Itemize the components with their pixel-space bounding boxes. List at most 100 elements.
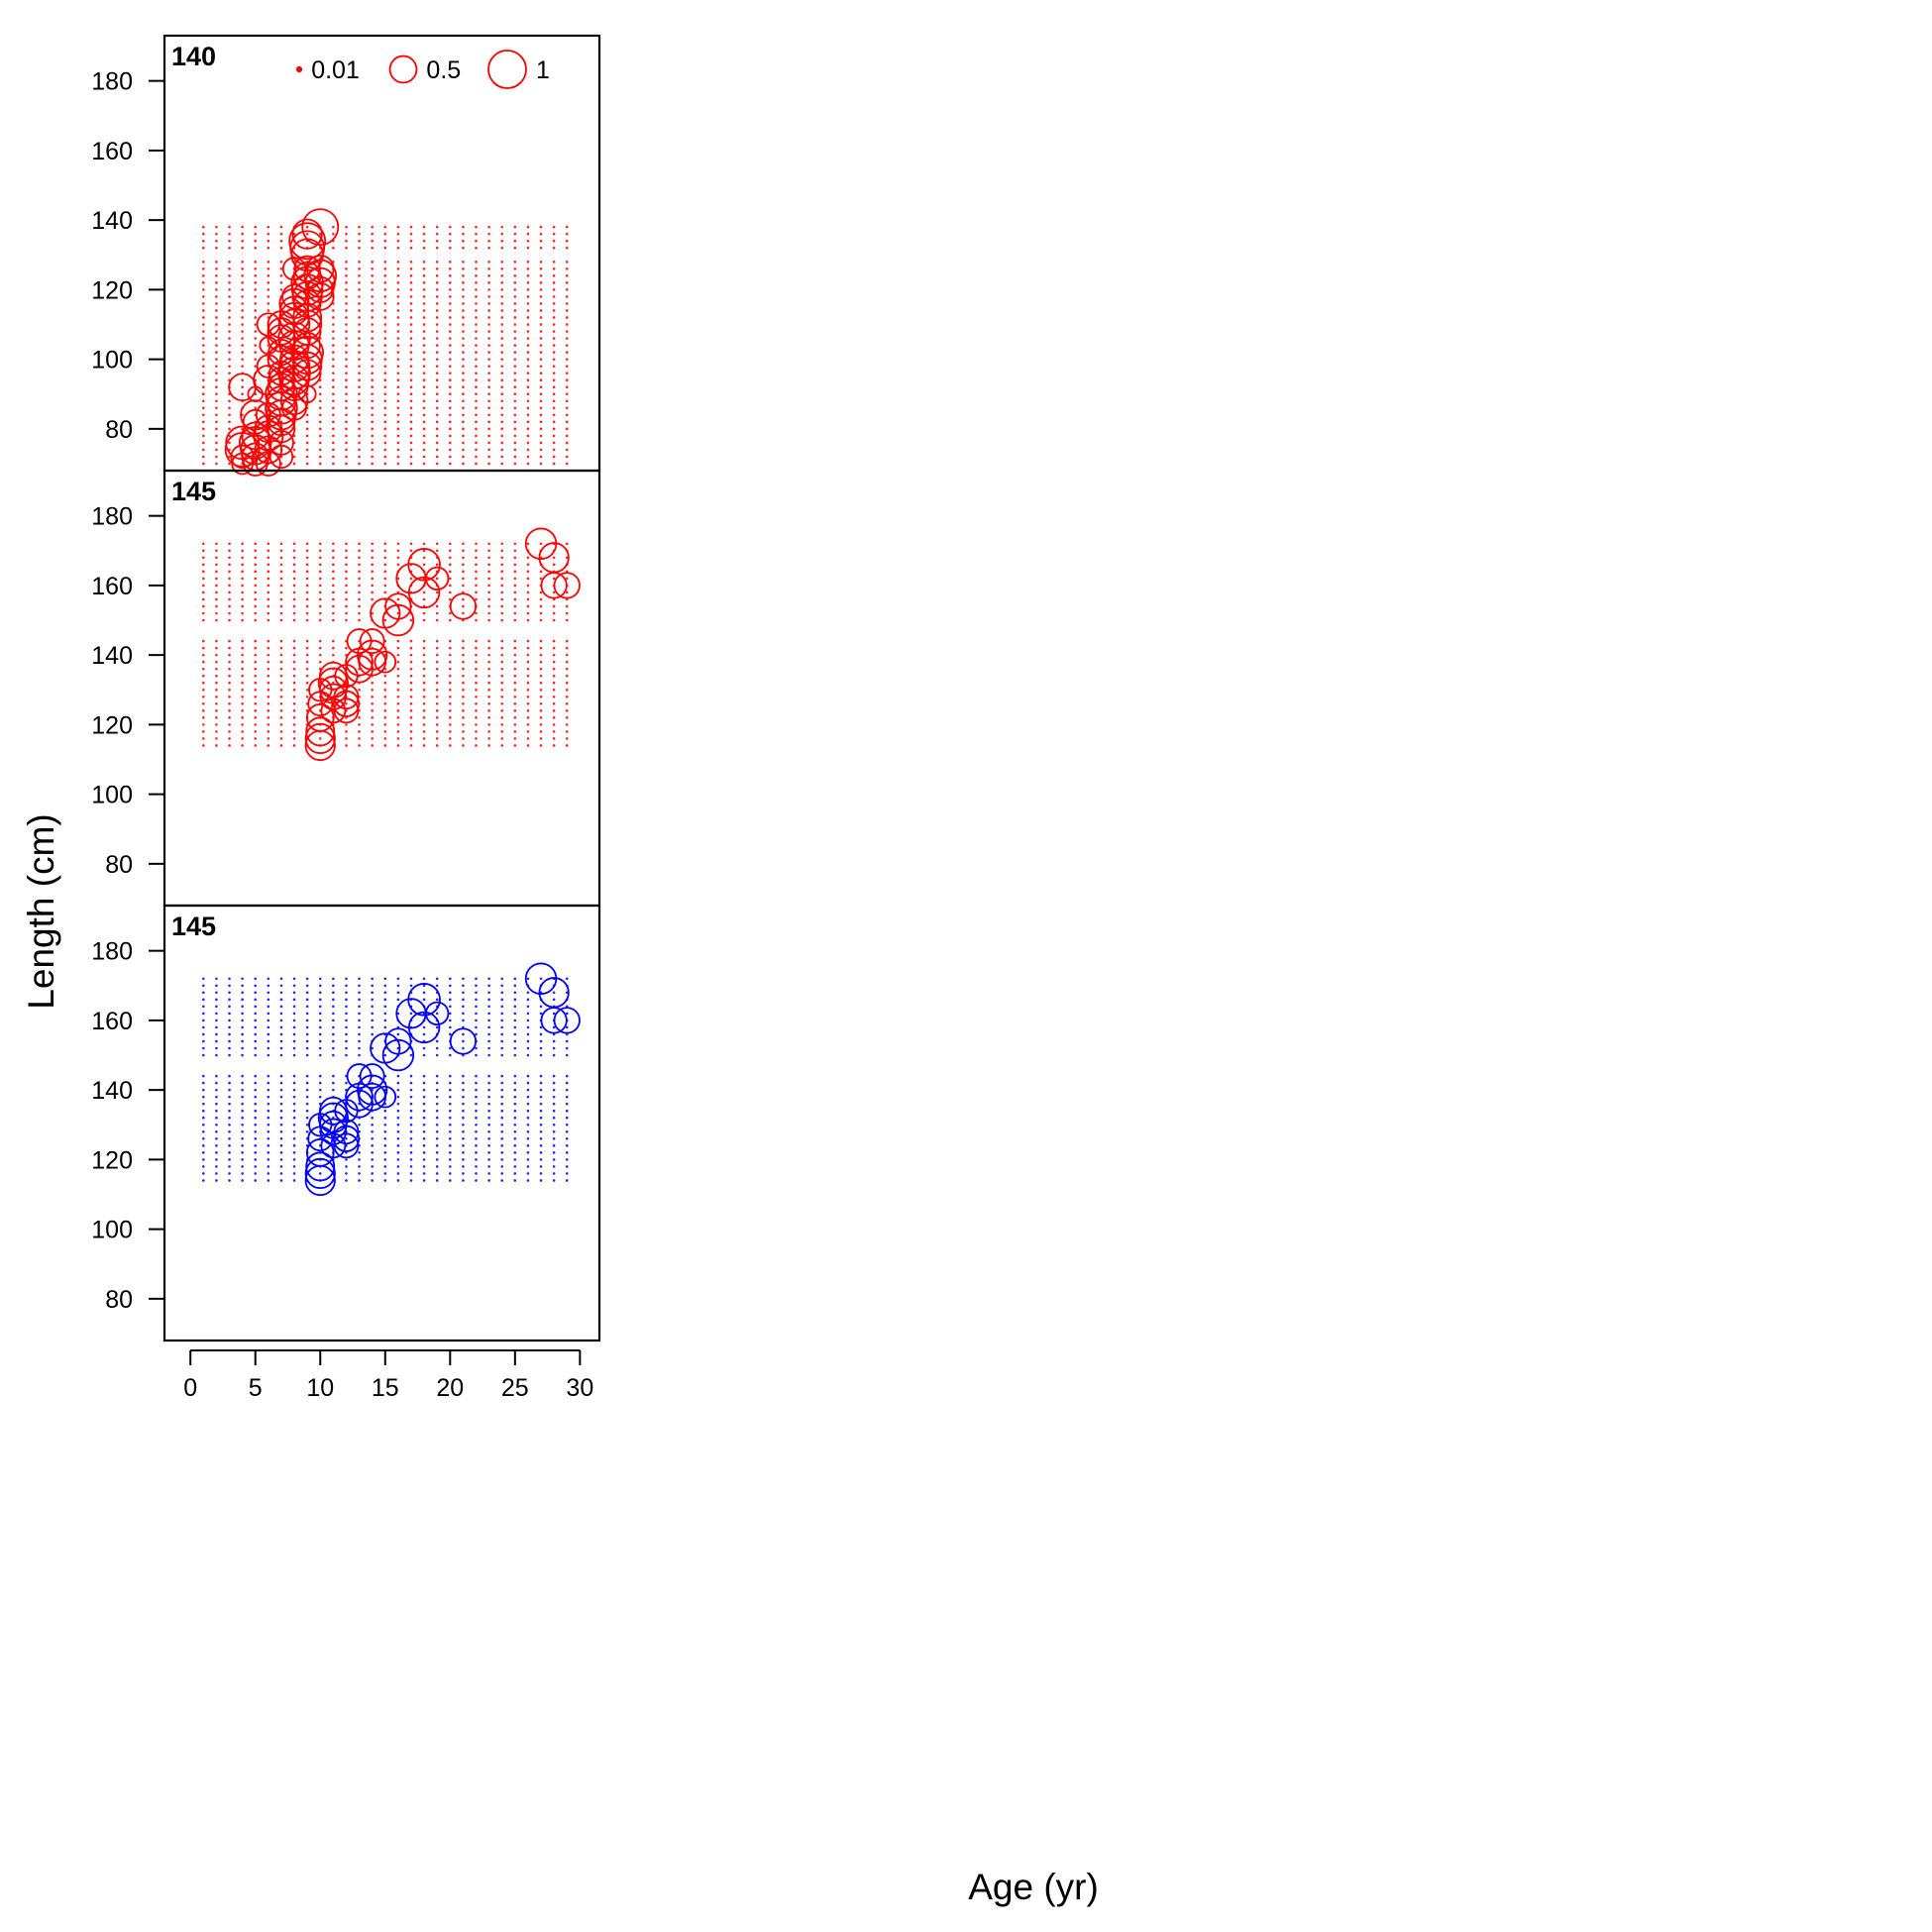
grid-dot	[318, 618, 322, 622]
grid-dot	[448, 378, 452, 381]
grid-dot	[552, 716, 556, 719]
grid-dot	[305, 590, 309, 594]
grid-dot	[202, 337, 205, 340]
grid-dot	[475, 1151, 478, 1154]
grid-dot	[241, 1012, 244, 1016]
grid-dot	[539, 448, 543, 452]
grid-dot	[292, 448, 296, 452]
grid-dot	[435, 744, 439, 747]
grid-dot	[475, 723, 478, 726]
grid-dot	[215, 639, 218, 643]
data-bubble	[333, 1132, 360, 1159]
grid-dot	[500, 1088, 504, 1092]
data-bubble	[333, 684, 360, 710]
grid-dot	[267, 681, 270, 685]
grid-dot	[526, 653, 530, 657]
grid-dot	[422, 323, 426, 326]
grid-dot	[500, 337, 504, 340]
grid-dot	[345, 385, 348, 389]
grid-dot	[241, 998, 244, 1002]
grid-dot	[318, 604, 322, 608]
grid-dot	[202, 302, 205, 305]
panel-frame	[162, 904, 601, 1342]
grid-dot	[345, 434, 348, 438]
grid-dot	[228, 455, 231, 459]
grid-dot	[565, 288, 569, 291]
grid-dot	[215, 1025, 218, 1029]
grid-dot	[487, 1025, 490, 1029]
y-tick-label: 160	[91, 138, 133, 165]
grid-dot	[345, 1012, 348, 1016]
grid-dot	[202, 730, 205, 733]
grid-dot	[332, 434, 335, 438]
grid-dot	[475, 358, 478, 361]
data-bubble	[293, 331, 321, 360]
grid-dot	[215, 344, 218, 347]
grid-dot	[254, 542, 258, 546]
grid-dot	[267, 570, 270, 574]
grid-dot	[462, 584, 465, 588]
grid-dot	[228, 1025, 231, 1029]
grid-dot	[513, 667, 517, 671]
data-bubble	[407, 983, 441, 1017]
grid-dot	[396, 723, 400, 726]
grid-dot	[565, 1025, 569, 1029]
grid-dot	[383, 399, 387, 403]
grid-dot	[448, 1137, 452, 1140]
grid-dot	[500, 344, 504, 347]
grid-dot	[422, 984, 426, 988]
grid-dot	[462, 660, 465, 664]
grid-dot	[526, 448, 530, 452]
grid-dot	[462, 1165, 465, 1168]
grid-dot	[435, 702, 439, 705]
grid-dot	[254, 618, 258, 622]
grid-dot	[435, 288, 439, 291]
grid-dot	[279, 977, 283, 981]
grid-dot	[462, 225, 465, 229]
grid-dot	[396, 977, 400, 981]
grid-dot	[228, 323, 231, 326]
grid-dot	[228, 1165, 231, 1168]
grid-dot	[345, 1039, 348, 1043]
grid-dot	[448, 977, 452, 981]
grid-dot	[202, 604, 205, 608]
grid-dot	[500, 406, 504, 410]
grid-dot	[279, 1005, 283, 1009]
data-bubble	[332, 1125, 361, 1152]
grid-dot	[475, 667, 478, 671]
grid-dot	[202, 1025, 205, 1029]
grid-dot	[267, 1095, 270, 1099]
grid-dot	[345, 225, 348, 229]
grid-dot	[552, 737, 556, 740]
grid-dot	[409, 674, 413, 678]
grid-dot	[435, 1123, 439, 1127]
grid-dot	[358, 597, 361, 601]
grid-dot	[539, 1012, 543, 1016]
data-bubble	[304, 1157, 336, 1190]
grid-dot	[552, 563, 556, 567]
grid-dot	[475, 1019, 478, 1022]
grid-dot	[358, 1158, 361, 1161]
grid-dot	[513, 639, 517, 643]
grid-dot	[267, 1109, 270, 1113]
grid-dot	[500, 434, 504, 438]
grid-dot	[409, 1109, 413, 1113]
grid-dot	[409, 1088, 413, 1092]
grid-dot	[215, 1137, 218, 1140]
grid-dot	[500, 378, 504, 381]
grid-dot	[435, 225, 439, 229]
grid-dot	[202, 744, 205, 747]
grid-dot	[513, 288, 517, 291]
grid-dot	[552, 337, 556, 340]
grid-dot	[215, 1172, 218, 1175]
grid-dot	[254, 590, 258, 594]
grid-dot	[500, 577, 504, 581]
grid-dot	[292, 577, 296, 581]
grid-dot	[513, 420, 517, 424]
grid-dot	[215, 420, 218, 424]
grid-dot	[500, 584, 504, 588]
grid-dot	[345, 295, 348, 298]
x-tick-label: 25	[501, 1374, 529, 1402]
grid-dot	[422, 1116, 426, 1120]
grid-dot	[305, 455, 309, 459]
